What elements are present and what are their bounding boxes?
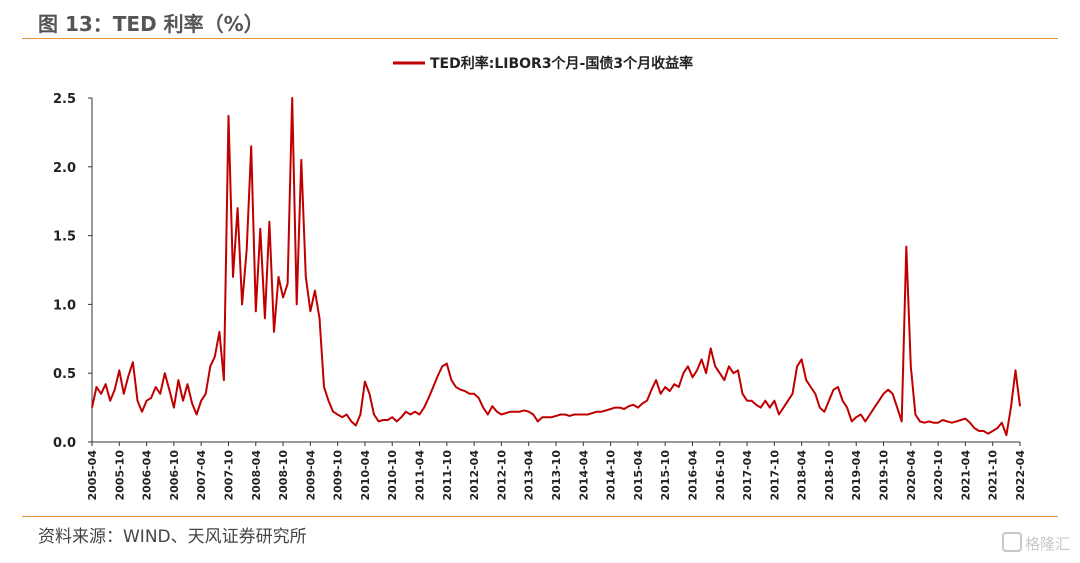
- x-tick-label: 2013-10: [550, 450, 563, 501]
- x-tick-label: 2011-10: [441, 450, 454, 501]
- y-axis-ticks: 0.0 0.5 1.0 1.5 2.0 2.5: [53, 92, 92, 451]
- x-tick-label: 2011-04: [414, 450, 427, 501]
- x-tick-label: 2013-04: [523, 450, 536, 501]
- y-tick-label: 0.5: [53, 367, 76, 382]
- x-tick-label: 2019-10: [878, 450, 891, 501]
- watermark-logo-icon: [1001, 532, 1022, 552]
- x-axis-ticks: 2005-04 2005-10 2006-04 2006-10 2007-04 2007-…: [86, 442, 1027, 501]
- x-tick-label: 2012-04: [468, 450, 481, 501]
- x-tick-label: 2017-04: [741, 450, 754, 501]
- legend-label: TED利率:LIBOR3个月-国债3个月收益率: [430, 55, 693, 72]
- y-tick-label: 1.0: [53, 298, 76, 313]
- x-tick-label: 2008-10: [277, 450, 290, 501]
- y-tick-label: 2.0: [53, 161, 76, 176]
- x-tick-label: 2005-04: [86, 450, 99, 501]
- y-tick-label: 0.0: [53, 436, 76, 451]
- ted-rate-chart: TED利率:LIBOR3个月-国债3个月收益率 0.0 0.5 1.0 1.5 2.0 2…: [53, 55, 1027, 501]
- source-note: 资料来源：WIND、天风证券研究所: [38, 527, 307, 547]
- x-tick-label: 2018-04: [796, 450, 809, 501]
- x-tick-label: 2021-04: [959, 450, 972, 501]
- x-tick-label: 2010-04: [359, 450, 372, 501]
- x-tick-label: 2017-10: [768, 450, 781, 501]
- figure-title: 图 13：TED 利率（%）: [38, 12, 264, 36]
- x-tick-label: 2020-04: [905, 450, 918, 501]
- watermark: 格隆汇: [1001, 532, 1070, 554]
- source-divider: [22, 516, 1058, 517]
- x-tick-label: 2016-04: [686, 450, 699, 501]
- x-tick-label: 2012-10: [495, 450, 508, 501]
- x-tick-label: 2009-10: [332, 450, 345, 501]
- x-tick-label: 2014-10: [605, 450, 618, 501]
- x-tick-label: 2007-10: [222, 450, 235, 501]
- x-tick-label: 2019-04: [850, 450, 863, 501]
- x-tick-label: 2016-10: [714, 450, 727, 501]
- x-tick-label: 2014-04: [577, 450, 590, 501]
- x-tick-label: 2018-10: [823, 450, 836, 501]
- x-tick-label: 2015-10: [659, 450, 672, 501]
- x-tick-label: 2007-04: [195, 450, 208, 501]
- y-tick-label: 2.5: [53, 92, 76, 107]
- x-tick-label: 2006-10: [168, 450, 181, 501]
- watermark-text: 格隆汇: [1024, 535, 1070, 553]
- x-tick-label: 2022-04: [1014, 450, 1027, 501]
- legend: TED利率:LIBOR3个月-国债3个月收益率: [393, 55, 693, 72]
- x-tick-label: 2015-04: [632, 450, 645, 501]
- ted-rate-line: [91, 97, 1021, 437]
- x-tick-label: 2006-04: [141, 450, 154, 501]
- title-divider: [22, 38, 1058, 39]
- x-tick-label: 2020-10: [932, 450, 945, 501]
- x-tick-label: 2010-10: [386, 450, 399, 501]
- y-tick-label: 1.5: [53, 230, 76, 245]
- x-tick-label: 2021-10: [987, 450, 1000, 501]
- x-tick-label: 2009-04: [304, 450, 317, 501]
- x-tick-label: 2005-10: [113, 450, 126, 501]
- x-tick-label: 2008-04: [250, 450, 263, 501]
